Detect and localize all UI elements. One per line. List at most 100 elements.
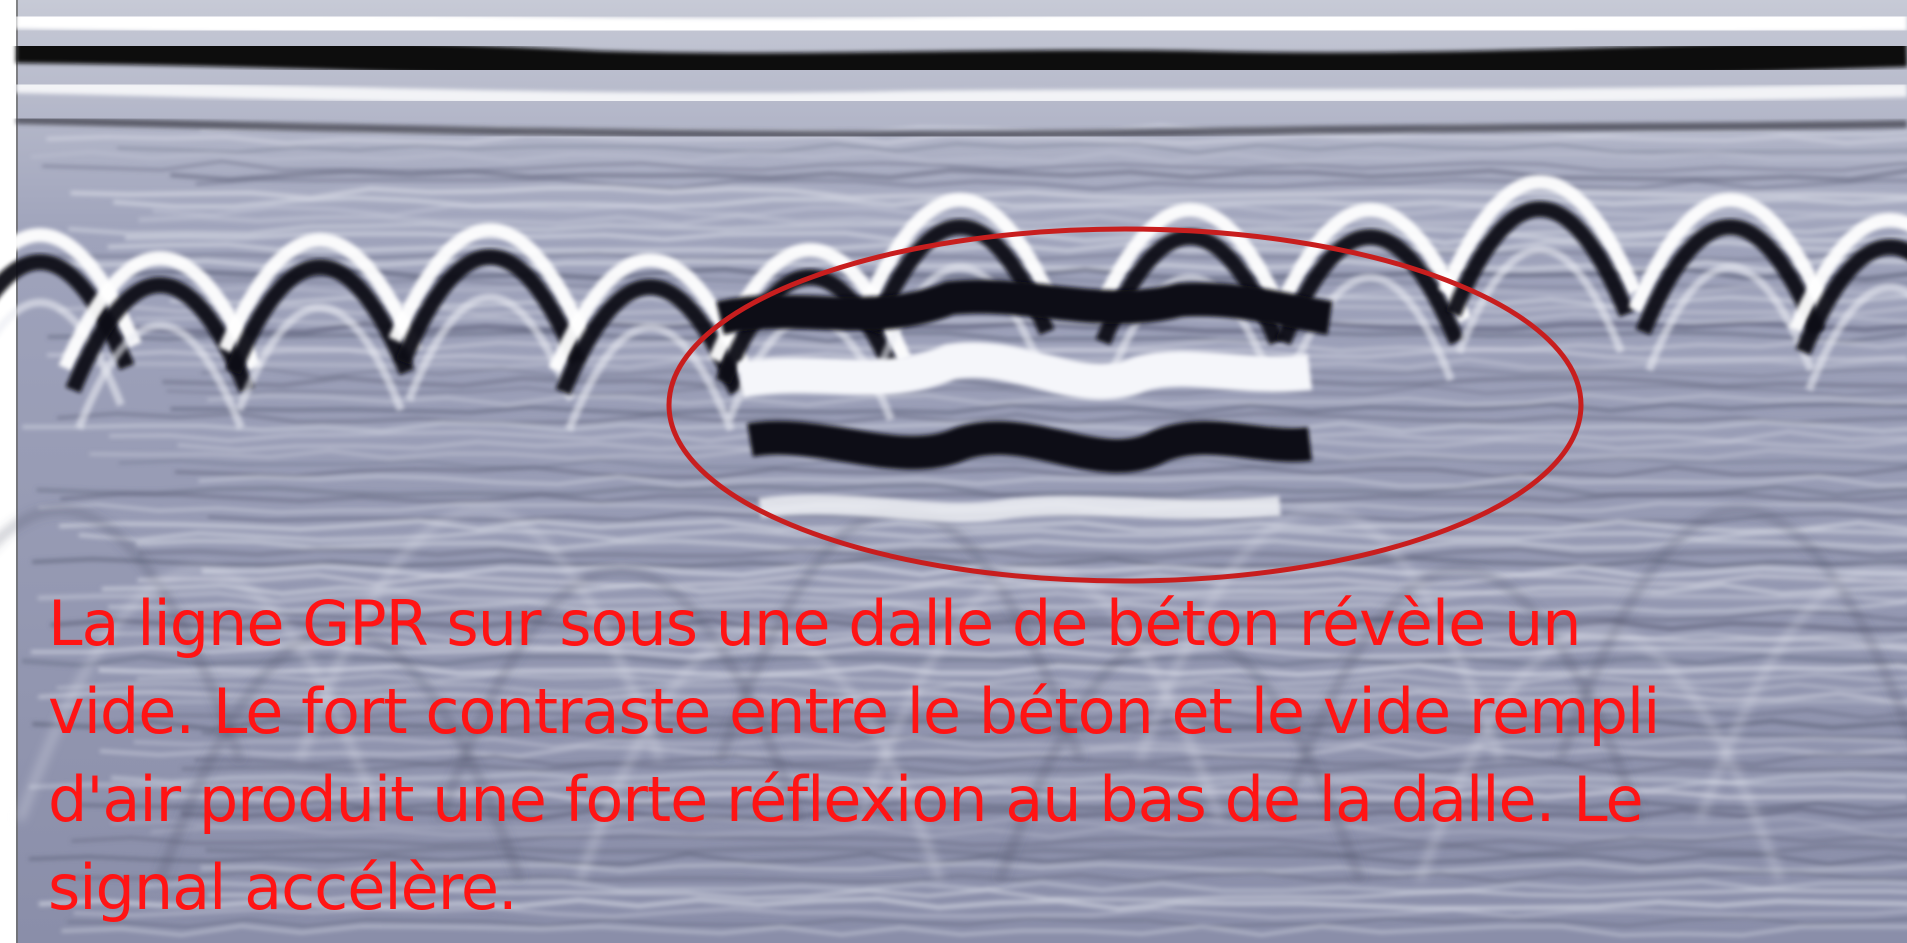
texture-band <box>55 699 1907 713</box>
deep-hyperbola <box>997 627 1363 882</box>
texture-band <box>70 185 1907 201</box>
texture-band <box>73 906 1907 919</box>
texture-band <box>111 817 1907 829</box>
deep-reflections <box>0 507 1907 882</box>
left-margin <box>0 0 16 943</box>
deep-hyperbola <box>437 567 803 822</box>
surface-reflection <box>15 7 1907 139</box>
texture-band <box>59 519 1907 533</box>
rebar-hyperbola-echo <box>1645 263 1815 372</box>
rebar-hyperbola-echo <box>1285 273 1455 382</box>
rebar-hyperbola-echo <box>75 321 245 430</box>
texture-band <box>174 465 1907 479</box>
texture-band <box>207 888 1907 902</box>
rebar-hyperbola-black <box>225 259 415 376</box>
rebar-hyperbola-echo <box>405 293 575 402</box>
texture-band <box>135 538 1907 552</box>
rebar-hyperbola-echo <box>1105 273 1275 382</box>
texture-band <box>194 753 1907 767</box>
texture-band <box>30 645 1907 659</box>
texture-band <box>170 168 1907 182</box>
texture-band <box>38 690 1907 704</box>
deep-hyperbola <box>577 627 943 882</box>
deep-hyperbola <box>1557 507 1907 762</box>
rebar-hyperbola-black <box>1275 229 1465 346</box>
rebar-hyperbola-white <box>1268 203 1472 323</box>
rebar-hyperbolas <box>0 175 1907 432</box>
caption-line-1: La ligne GPR sur sous une dalle de béton… <box>48 587 1582 660</box>
deep-hyperbola <box>1417 627 1783 882</box>
texture-band <box>99 744 1907 758</box>
rebar-hyperbola-black <box>1795 239 1907 356</box>
texture-band <box>61 924 1907 937</box>
rebar-hyperbola-black <box>1445 201 1635 318</box>
deep-hyperbola <box>857 567 1223 822</box>
texture-band <box>136 673 1907 686</box>
texture-band <box>38 896 1907 911</box>
texture-band <box>78 798 1907 812</box>
texture-band <box>200 861 1907 875</box>
texture-band <box>195 177 1907 191</box>
texture-band <box>150 825 1907 838</box>
caption-line-4: signal accélère. <box>48 851 518 924</box>
texture-band <box>108 600 1907 614</box>
rebar-hyperbola-white <box>218 233 422 353</box>
texture-band <box>31 150 1907 163</box>
texture-band <box>56 411 1907 425</box>
texture-band <box>133 736 1907 749</box>
void-reflection <box>716 279 1333 523</box>
texture-band <box>205 843 1907 858</box>
texture-band <box>137 573 1907 587</box>
deep-hyperbola <box>1277 567 1643 822</box>
void-highlight-ellipse <box>666 226 1584 584</box>
deep-hyperbola <box>17 567 383 822</box>
texture-band <box>170 402 1907 416</box>
deep-hyperbola <box>0 507 243 762</box>
rebar-hyperbola-white <box>1628 193 1832 313</box>
texture-band <box>116 142 1907 155</box>
texture-band <box>110 770 1907 786</box>
rebar-hyperbola-echo <box>1455 245 1625 354</box>
texture-band <box>60 870 1907 884</box>
rebar-hyperbola-white <box>548 253 752 373</box>
texture-band <box>101 582 1907 596</box>
caption-text: La ligne GPR sur sous une dalle de béton… <box>48 580 1888 932</box>
texture-band <box>161 609 1907 623</box>
rebar-hyperbola-white <box>858 193 1062 313</box>
rebar-hyperbola-white <box>1788 213 1907 333</box>
rebar-hyperbola-black <box>1635 219 1825 336</box>
deep-hyperbola <box>1137 507 1503 762</box>
rebar-hyperbola-black <box>395 249 585 366</box>
texture-band <box>198 474 1907 488</box>
rebar-hyperbola-echo <box>235 303 405 412</box>
caption-line-2: vide. Le fort contraste entre le béton e… <box>48 675 1660 748</box>
texture-band <box>138 546 1907 560</box>
texture-band <box>78 528 1907 542</box>
texture-band <box>56 682 1907 694</box>
rebar-hyperbola-echo <box>0 298 125 407</box>
texture-band <box>50 617 1907 632</box>
rebar-hyperbola-white <box>1438 175 1642 295</box>
texture-band <box>60 492 1907 505</box>
texture-band <box>192 635 1907 651</box>
texture-band <box>127 708 1907 722</box>
texture-band <box>152 204 1907 218</box>
texture-band <box>201 563 1907 579</box>
texture-band <box>138 213 1907 227</box>
rebar-hyperbola-white <box>1088 203 1292 323</box>
texture-band <box>113 195 1907 210</box>
texture-band <box>118 456 1907 469</box>
rebar-hyperbola-white <box>58 251 262 371</box>
rebar-hyperbola-echo <box>565 323 735 432</box>
texture-band <box>181 806 1907 822</box>
deep-hyperbola <box>157 627 523 882</box>
rebar-hyperbola-black <box>555 279 745 396</box>
texture-band <box>167 788 1907 804</box>
texture-band <box>71 834 1907 848</box>
texture-band <box>207 393 1907 406</box>
texture-band <box>32 718 1907 732</box>
texture-band <box>42 160 1907 173</box>
rebar-hyperbola-echo <box>1805 283 1907 392</box>
deep-hyperbola <box>1697 567 1907 822</box>
deep-hyperbola <box>297 507 663 762</box>
